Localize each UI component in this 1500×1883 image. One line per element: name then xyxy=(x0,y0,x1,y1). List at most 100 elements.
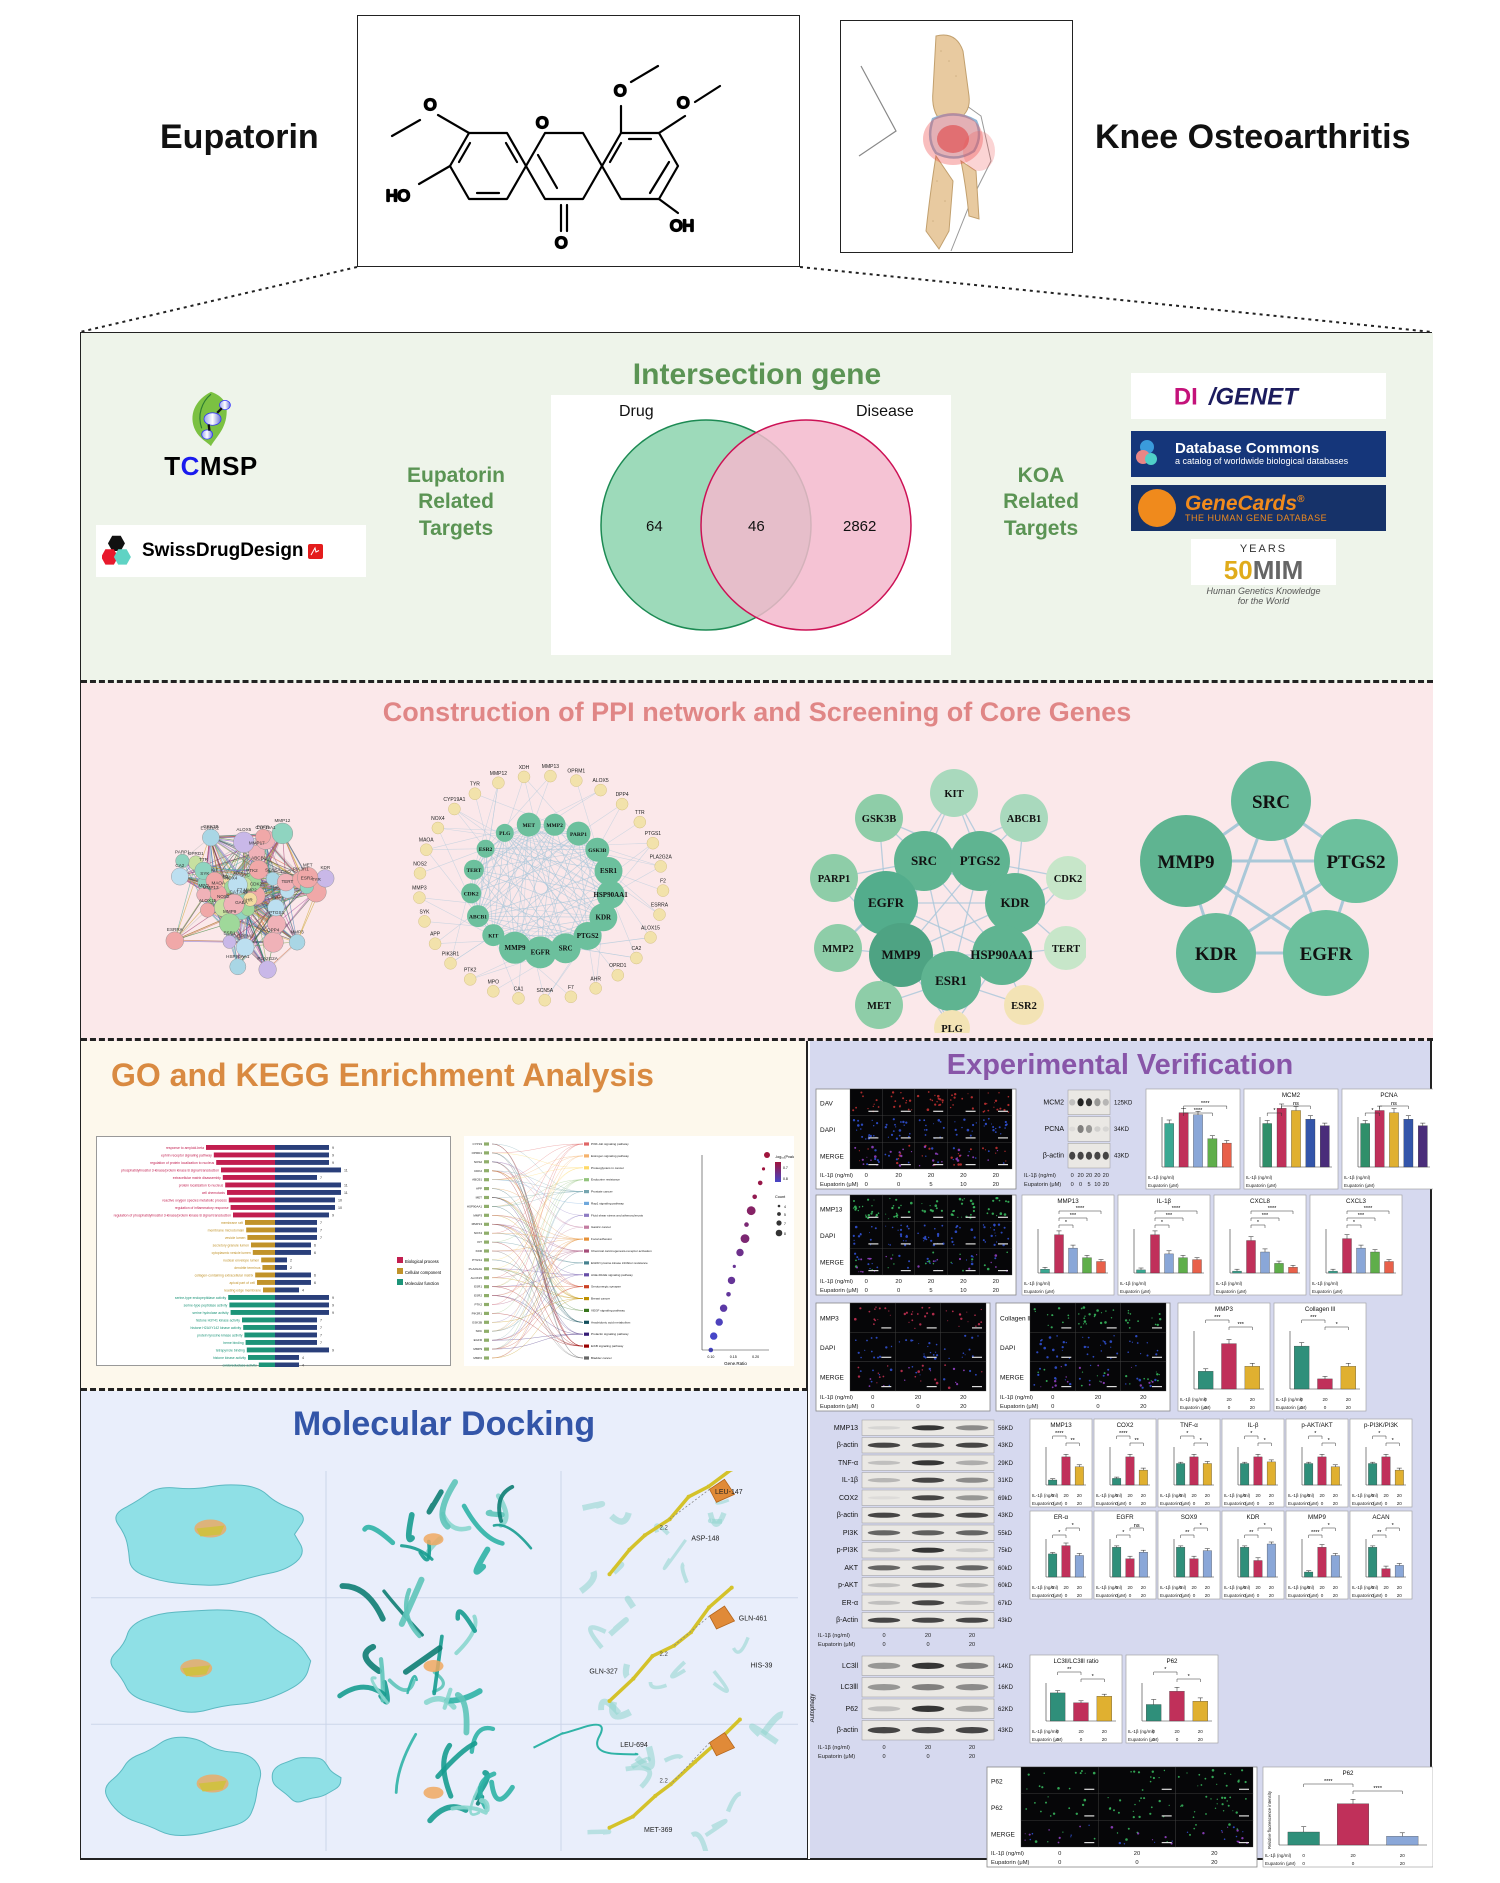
svg-text:20: 20 xyxy=(1211,1851,1217,1857)
svg-text:20: 20 xyxy=(895,1279,901,1285)
svg-text:20: 20 xyxy=(1077,1501,1083,1506)
svg-text:****: **** xyxy=(1373,1786,1382,1792)
svg-text:10: 10 xyxy=(1094,1182,1100,1188)
svg-text:20: 20 xyxy=(993,1182,999,1188)
svg-text:COX2: COX2 xyxy=(1117,1422,1134,1429)
svg-text:20: 20 xyxy=(1346,1397,1352,1402)
svg-text:Proteoglycans in cancer: Proteoglycans in cancer xyxy=(591,1166,624,1170)
svg-text:IL-1β (ng/ml): IL-1β (ng/ml) xyxy=(1160,1585,1187,1590)
svg-text:Gene.Ratio: Gene.Ratio xyxy=(724,1361,747,1366)
svg-text:Prolactin signaling pathway: Prolactin signaling pathway xyxy=(591,1332,629,1336)
svg-text:DPP4: DPP4 xyxy=(267,927,279,932)
svg-text:protein tyrosine kinase activi: protein tyrosine kinase activity xyxy=(197,1333,243,1337)
svg-text:histone H2AXY142 kinase activi: histone H2AXY142 kinase activity xyxy=(190,1326,241,1330)
svg-text:20: 20 xyxy=(1103,1182,1109,1188)
svg-text:leading edge membrane: leading edge membrane xyxy=(224,1288,261,1292)
svg-text:31KD: 31KD xyxy=(998,1478,1014,1484)
svg-text:0: 0 xyxy=(1243,1585,1246,1590)
svg-text:P62: P62 xyxy=(991,1805,1003,1812)
svg-text:20: 20 xyxy=(1103,1173,1109,1179)
svg-text:Collagen lll: Collagen lll xyxy=(1305,1306,1335,1313)
svg-text:DI: DI xyxy=(1174,383,1198,410)
svg-text:7: 7 xyxy=(320,1236,322,1240)
svg-text:IL-1β (ng/ml): IL-1β (ng/ml) xyxy=(1352,1585,1379,1590)
svg-text:Collagen ll: Collagen ll xyxy=(1000,1316,1031,1323)
svg-text:Eupatorin (μM): Eupatorin (μM) xyxy=(1224,1501,1255,1506)
svg-text:Fluid shear stress and atheros: Fluid shear stress and atherosclerosis xyxy=(591,1213,644,1217)
svg-text:20: 20 xyxy=(1191,1493,1197,1498)
svg-text:0: 0 xyxy=(1079,1182,1082,1188)
svg-text:2.2: 2.2 xyxy=(660,1652,669,1658)
svg-text:APP: APP xyxy=(476,1187,482,1191)
svg-text:0: 0 xyxy=(1307,1501,1310,1506)
svg-text:OPRD1: OPRD1 xyxy=(609,963,626,969)
svg-text:****: **** xyxy=(1076,1206,1085,1212)
svg-text:14KD: 14KD xyxy=(998,1664,1014,1670)
svg-text:P62: P62 xyxy=(1342,1770,1354,1777)
svg-text:75kD: 75kD xyxy=(998,1548,1013,1554)
svg-text:MMP3: MMP3 xyxy=(473,1213,482,1217)
svg-text:2: 2 xyxy=(290,1266,292,1270)
svg-text:0: 0 xyxy=(1371,1585,1374,1590)
svg-text:20: 20 xyxy=(1086,1173,1092,1179)
svg-text:20: 20 xyxy=(1095,1395,1101,1401)
svg-text:Eupatorin (μM): Eupatorin (μM) xyxy=(1160,1593,1191,1598)
svg-text:DAV: DAV xyxy=(820,1100,834,1107)
svg-text:Eupatorin (μM): Eupatorin (μM) xyxy=(1224,1593,1255,1598)
svg-text:20: 20 xyxy=(1102,1729,1108,1734)
svg-text:20: 20 xyxy=(1269,1593,1275,1598)
svg-text:Eupatorin (μM): Eupatorin (μM) xyxy=(1096,1501,1127,1506)
svg-text:20: 20 xyxy=(969,1642,975,1648)
svg-text:Eupatorin (μM): Eupatorin (μM) xyxy=(1288,1593,1319,1598)
svg-text:TNF-α: TNF-α xyxy=(1180,1422,1198,1429)
svg-text:IL-1β: IL-1β xyxy=(1157,1198,1172,1205)
svg-text:0: 0 xyxy=(1257,1593,1260,1598)
svg-text:20: 20 xyxy=(1397,1593,1403,1598)
svg-text:β-Actin: β-Actin xyxy=(836,1617,858,1624)
svg-text:0.15: 0.15 xyxy=(730,1355,737,1359)
svg-text:7: 7 xyxy=(320,1228,322,1232)
svg-text:β-actin: β-actin xyxy=(837,1727,858,1734)
svg-text:10: 10 xyxy=(338,1198,342,1202)
svg-text:5: 5 xyxy=(1087,1182,1090,1188)
svg-text:0: 0 xyxy=(882,1754,885,1760)
svg-text:IL-1β (ng/ml): IL-1β (ng/ml) xyxy=(820,1173,853,1179)
svg-text:20: 20 xyxy=(1383,1585,1389,1590)
svg-text:TTR: TTR xyxy=(199,857,209,862)
svg-text:GSK3B: GSK3B xyxy=(862,814,896,825)
svg-text:0: 0 xyxy=(916,1404,919,1410)
svg-text:20: 20 xyxy=(1174,1729,1180,1734)
svg-text:PLG: PLG xyxy=(941,1024,963,1033)
svg-text:20: 20 xyxy=(1205,1501,1211,1506)
svg-text:IL-1β (ng/ml): IL-1β (ng/ml) xyxy=(1216,1281,1243,1286)
svg-text:***: *** xyxy=(1237,1322,1244,1328)
svg-text:IL-1β (ng/ml): IL-1β (ng/ml) xyxy=(1246,1175,1273,1180)
svg-text:MMP2: MMP2 xyxy=(243,888,257,893)
svg-text:11: 11 xyxy=(344,1191,348,1195)
svg-text:PIK3R1: PIK3R1 xyxy=(442,951,459,957)
svg-text:9: 9 xyxy=(332,1311,334,1315)
svg-text:55kD: 55kD xyxy=(998,1531,1013,1537)
svg-text:ESR1: ESR1 xyxy=(600,867,618,875)
svg-text:20: 20 xyxy=(1141,1585,1147,1590)
svg-text:KDR: KDR xyxy=(1001,895,1031,910)
svg-text:NOS2: NOS2 xyxy=(217,894,230,899)
svg-text:O: O xyxy=(536,115,548,132)
svg-text:0: 0 xyxy=(897,1182,900,1188)
svg-text:NOX4: NOX4 xyxy=(474,1231,483,1235)
svg-text:ASP-148: ASP-148 xyxy=(691,1536,719,1543)
svg-text:LEU-147: LEU-147 xyxy=(715,1489,743,1496)
svg-text:DAPI: DAPI xyxy=(820,1233,835,1240)
svg-text:5: 5 xyxy=(784,1213,786,1217)
svg-text:P62: P62 xyxy=(1166,1658,1178,1665)
svg-text:regulation of inflammatory res: regulation of inflammatory response xyxy=(175,1206,229,1210)
svg-text:Eupatorin (μM): Eupatorin (μM) xyxy=(1352,1501,1383,1506)
svg-text:20: 20 xyxy=(1333,1501,1339,1506)
svg-text:29KD: 29KD xyxy=(998,1461,1014,1467)
svg-text:Eupatorin (μM): Eupatorin (μM) xyxy=(1000,1404,1039,1410)
svg-text:PLA2G2A: PLA2G2A xyxy=(650,854,673,860)
svg-text:OPRD1: OPRD1 xyxy=(188,851,204,856)
svg-text:HO: HO xyxy=(386,188,410,205)
svg-text:0: 0 xyxy=(1051,1585,1054,1590)
svg-text:0: 0 xyxy=(1321,1593,1324,1598)
